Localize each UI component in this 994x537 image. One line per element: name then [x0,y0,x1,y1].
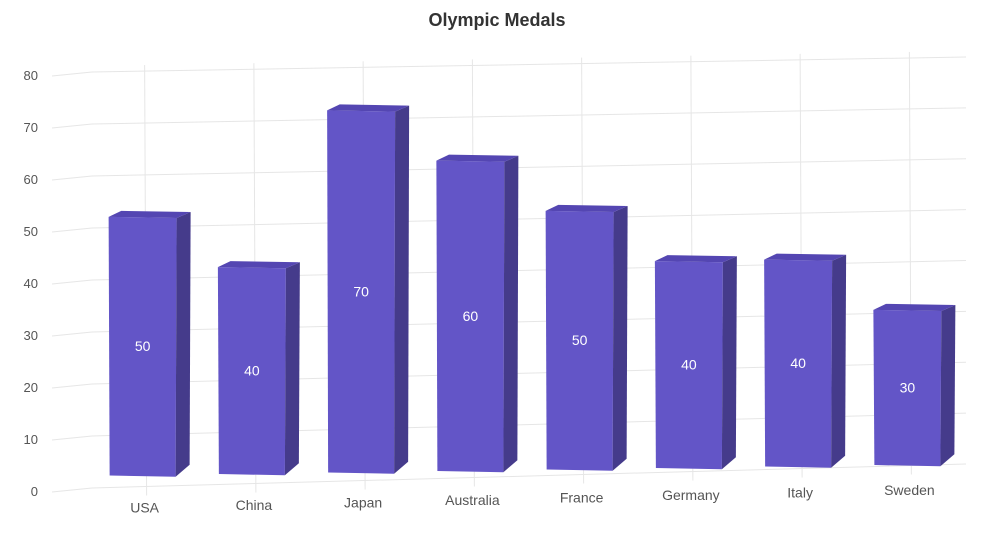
bar-sweden[interactable] [873,303,956,467]
gridline-side-0 [51,487,93,493]
bar-top-face[interactable] [217,261,300,269]
gridline-side-10 [51,435,93,441]
bar-side-face[interactable] [831,254,847,468]
gridline-side-80 [51,71,93,77]
bar-japan[interactable] [327,104,410,474]
bar-top-face[interactable] [873,303,956,312]
y-tick-label: 10 [24,432,38,447]
data-label: 60 [463,308,479,324]
bar-china[interactable] [217,261,300,476]
gridline-side-60 [51,175,93,181]
bar-front-face[interactable] [545,210,614,471]
y-tick-label: 80 [24,68,38,83]
gridline-side-30 [51,331,93,337]
bar-top-face[interactable] [654,255,737,263]
x-tick-label: Japan [344,495,382,511]
x-tick-label: China [236,497,273,513]
y-tick-label: 20 [24,380,38,395]
bar-france[interactable] [545,204,628,471]
y-tick-label: 60 [24,172,38,187]
bar-top-face[interactable] [764,253,847,261]
gridline-side-50 [51,227,93,233]
data-label: 40 [790,355,806,371]
bar-front-face[interactable] [764,259,833,468]
data-label: 50 [135,338,151,354]
data-label: 40 [681,357,697,373]
gridline-0 [91,463,967,489]
gridline-side-20 [51,383,93,389]
bar-side-face[interactable] [721,256,737,470]
bar-front-face[interactable] [217,267,286,476]
bar-australia[interactable] [436,154,519,473]
y-tick-label: 30 [24,328,38,343]
bar-top-face[interactable] [108,210,191,219]
bar-side-face[interactable] [612,206,628,471]
bar-side-face[interactable] [503,155,519,473]
x-tick-label: Sweden [884,482,935,498]
x-tick-label: USA [130,500,159,516]
gridline-side-70 [51,123,93,129]
chart-title: Olympic Medals [428,10,566,30]
x-tick-label: Italy [787,485,813,501]
bar-top-face[interactable] [327,104,410,112]
bar-side-face[interactable] [940,305,956,467]
bar-side-face[interactable] [284,262,300,476]
bar-front-face[interactable] [108,216,177,477]
data-label: 30 [900,379,916,395]
bar-front-face[interactable] [654,261,723,470]
bar-front-face[interactable] [327,110,396,474]
bar-germany[interactable] [654,255,737,470]
gridline-side-40 [51,279,93,285]
bar-front-face[interactable] [436,160,505,473]
gridline-60 [91,158,967,177]
bar-top-face[interactable] [545,204,628,213]
data-label: 40 [244,363,260,379]
x-tick-label: Germany [662,487,720,503]
y-tick-label: 40 [24,276,38,291]
bar-usa[interactable] [108,210,191,477]
data-label: 50 [572,332,588,348]
bar-top-face[interactable] [436,154,519,162]
gridline-80 [91,56,967,73]
gridline-50 [91,209,967,229]
x-tick-label: Australia [445,492,500,508]
y-tick-label: 50 [24,224,38,239]
y-tick-label: 0 [31,484,38,499]
bar-italy[interactable] [764,253,847,468]
bar-side-face[interactable] [175,212,191,477]
data-label: 70 [353,283,369,299]
x-tick-label: France [560,490,604,506]
y-tick-label: 70 [24,120,38,135]
bar-front-face[interactable] [873,309,942,467]
gridline-70 [91,107,967,125]
bar-side-face[interactable] [394,105,410,474]
